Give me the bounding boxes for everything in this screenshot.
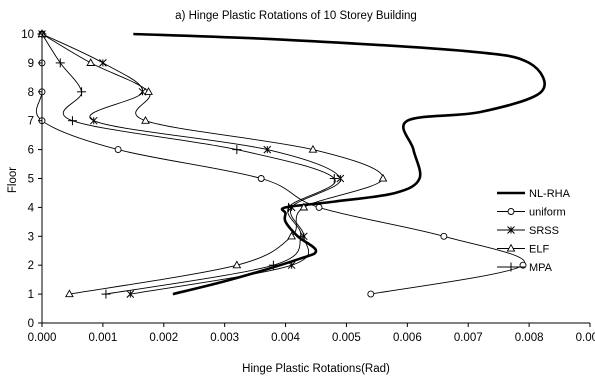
y-tick-label: 1 [28,289,34,301]
x-tick-label: 0.000 [28,332,57,344]
series-uniform [35,30,527,298]
data-point-srss [287,261,296,270]
legend-item-srss: SRSS [497,225,559,237]
y-tick-label: 9 [28,58,34,70]
data-point-elf [308,144,318,153]
legend-marker [507,226,515,234]
data-point-uniform [257,175,265,182]
legend-label: ELF [529,244,549,256]
data-point-srss [126,290,135,298]
legend-label: SRSS [529,225,559,237]
y-tick-label: 0 [28,318,34,330]
y-tick-label: 7 [28,116,34,128]
series-elf [37,29,388,298]
data-point-elf [232,260,242,269]
x-tick-label: 0.008 [515,332,544,344]
legend: NL-RHA uniform SRSS ELF MPA [497,188,571,274]
x-tick-label: 0.001 [88,332,117,344]
x-tick-label: 0.006 [393,332,422,344]
y-tick-label: 6 [28,145,34,157]
chart-title: a) Hinge Plastic Rotations of 10 Storey … [175,10,417,22]
plot-area [35,29,546,299]
data-point-srss [99,59,107,67]
series-nl-rha [133,32,546,296]
data-point-uniform [315,203,323,211]
legend-marker [506,262,516,272]
data-point-mpa [329,174,339,183]
data-point-mpa [67,116,77,126]
legend-label: uniform [529,207,566,219]
legend-marker [506,243,516,252]
legend-marker [507,208,515,215]
data-point-elf [141,115,150,124]
data-point-uniform [440,232,448,240]
y-tick-label: 4 [28,202,35,214]
series-line-uniform [35,34,526,295]
series-mpa [37,29,339,299]
x-tick-label: 0.002 [149,332,178,344]
data-point-mpa [268,260,278,270]
series-line-srss [41,33,341,295]
data-point-mpa [55,58,65,68]
series-line-elf [41,33,384,295]
data-point-mpa [101,289,111,299]
data-point-srss [89,116,98,125]
series-line-mpa [41,33,336,295]
legend-label: MPA [529,262,553,274]
data-point-mpa [232,145,242,155]
data-point-uniform [367,290,375,298]
data-point-elf [287,231,297,240]
axes: 0 1 2 3 4 5 6 7 8 9 10 0.000 0.001 0.002 0.003 0.004 0.0… [21,29,595,344]
y-axis-label: Floor [7,167,19,193]
x-tick-label: 0.007 [454,332,483,344]
data-point-mpa [77,87,87,97]
x-tick-label: 0.004 [271,332,300,344]
y-tick-label: 5 [28,174,34,186]
data-point-elf [86,58,96,66]
legend-item-nl-rha: NL-RHA [497,188,571,200]
y-tick-label: 10 [21,29,34,41]
x-tick-label: 0.003 [210,332,239,344]
data-point-mpa [284,202,294,212]
y-tick-label: 8 [28,87,34,99]
data-point-elf [65,289,74,298]
legend-item-elf: ELF [497,244,549,256]
data-point-uniform [114,146,122,154]
data-point-mpa [296,231,306,241]
y-tick-label: 3 [28,231,34,243]
y-tick-label: 2 [28,260,34,272]
data-point-elf [299,202,309,211]
data-point-srss [336,174,345,183]
x-tick-label: 0.005 [332,332,361,344]
legend-item-uniform: uniform [497,207,566,219]
series-line-nl-rha [133,32,546,296]
legend-label: NL-RHA [529,188,571,200]
x-axis-label: Hinge Plastic Rotations(Rad) [242,363,390,375]
data-point-srss [263,145,272,154]
x-tick-label: 0.009 [576,332,595,344]
legend-item-mpa: MPA [497,262,553,274]
data-point-elf [378,173,388,182]
data-point-elf [144,87,153,95]
